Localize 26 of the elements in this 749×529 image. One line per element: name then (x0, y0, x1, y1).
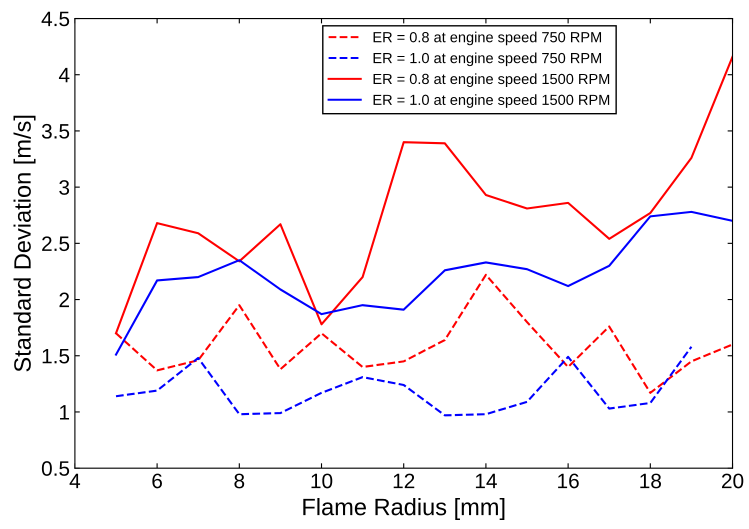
legend-label: ER = 0.8 at engine speed 750 RPM (374, 32, 602, 46)
y-tick-label: 2.5 (42, 236, 70, 252)
y-axis-title: Standard Deviation [m/s] (14, 116, 36, 372)
y-tick-label: 3 (59, 180, 70, 195)
y-tick-label: 1 (60, 405, 70, 420)
x-tick-label: 18 (640, 474, 661, 488)
y-tick-label: 1.5 (42, 348, 70, 364)
x-tick-label: 8 (234, 474, 244, 488)
y-tick-label: 3.5 (42, 124, 70, 139)
y-tick-label: 2 (60, 292, 69, 308)
x-tick-label: 10 (312, 474, 332, 488)
x-tick-label: 16 (558, 474, 579, 488)
x-tick-label: 14 (476, 474, 497, 488)
y-tick-label: 4.5 (42, 12, 70, 26)
x-tick-label: 4 (70, 474, 80, 488)
x-axis-title: Flame Radius [mm] (303, 498, 504, 520)
x-tick-label: 12 (394, 474, 414, 488)
y-tick-label: 4 (58, 68, 70, 82)
line-series (114, 210, 733, 356)
line-series (114, 346, 692, 416)
legend-label: ER = 1.0 at engine speed 750 RPM (374, 52, 602, 66)
legend-label: ER = 1.0 at engine speed 1500 RPM (374, 94, 610, 108)
x-tick-label: 6 (152, 474, 162, 488)
y-tick-label: 0.5 (42, 461, 70, 476)
legend-label: ER = 0.8 at engine speed 1500 RPM (374, 73, 610, 88)
x-tick-label: 20 (722, 474, 744, 488)
